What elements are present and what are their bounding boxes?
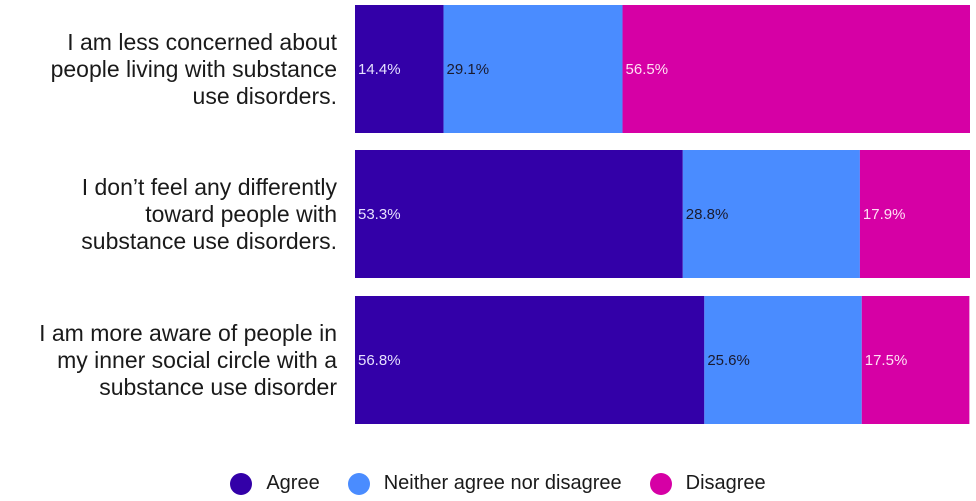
category-label-line: I am less concerned about (67, 29, 337, 55)
bar-segment-disagree-1 (622, 5, 970, 133)
bar-segment-agree-2 (355, 150, 683, 278)
legend-swatch-agree (230, 472, 253, 495)
data-label-neither-agree-nor-disagree-1: 29.1% (447, 61, 490, 78)
bar-segment-neither-agree-nor-disagree-1 (443, 5, 623, 133)
category-label-line: my inner social circle with a (57, 347, 337, 373)
category-label-2: I don’t feel any differently toward peopl… (81, 174, 337, 254)
stacked-bar-chart: I am less concerned about people living w… (39, 5, 970, 424)
data-label-agree-1: 14.4% (358, 61, 401, 78)
data-label-agree-2: 53.3% (358, 206, 401, 223)
category-label-line: people living with substance (51, 56, 337, 82)
legend-swatch-disagree (649, 472, 672, 495)
bar-segment-disagree-3 (861, 296, 970, 424)
data-label-disagree-3: 17.5% (865, 352, 908, 369)
bar-segment-neither-agree-nor-disagree-3 (704, 296, 862, 424)
category-label-line: I don’t feel any differently (82, 174, 338, 200)
bar-segment-agree-3 (355, 296, 705, 424)
legend: Agree Neither agree nor disagree Disagre… (0, 472, 976, 495)
legend-label-neither: Neither agree nor disagree (383, 472, 622, 494)
data-label-agree-3: 56.8% (358, 352, 401, 369)
category-label-line: I am more aware of people in (39, 320, 337, 346)
legend-item-neither: Neither agree nor disagree (347, 472, 622, 495)
category-label-line: toward people with (145, 201, 337, 227)
bar-segment-disagree-2 (859, 150, 970, 278)
category-label-line: use disorders. (193, 83, 337, 109)
legend-label-agree: Agree (266, 472, 320, 494)
legend-swatch-neither (347, 472, 370, 495)
data-label-disagree-2: 17.9% (863, 206, 906, 223)
legend-label-disagree: Disagree (685, 472, 766, 494)
category-label-1: I am less concerned about people living w… (51, 29, 338, 109)
category-label-line: substance use disorder (99, 374, 337, 400)
category-label-3: I am more aware of people in my inner soc… (39, 320, 337, 400)
data-label-neither-agree-nor-disagree-3: 25.6% (707, 352, 750, 369)
legend-item-disagree: Disagree (649, 472, 766, 495)
legend-item-agree: Agree (230, 472, 320, 495)
data-label-disagree-1: 56.5% (626, 61, 669, 78)
bar-segment-neither-agree-nor-disagree-2 (682, 150, 860, 278)
category-label-line: substance use disorders. (81, 228, 337, 254)
data-label-neither-agree-nor-disagree-2: 28.8% (686, 206, 729, 223)
bar-segment-agree-1 (355, 5, 444, 133)
